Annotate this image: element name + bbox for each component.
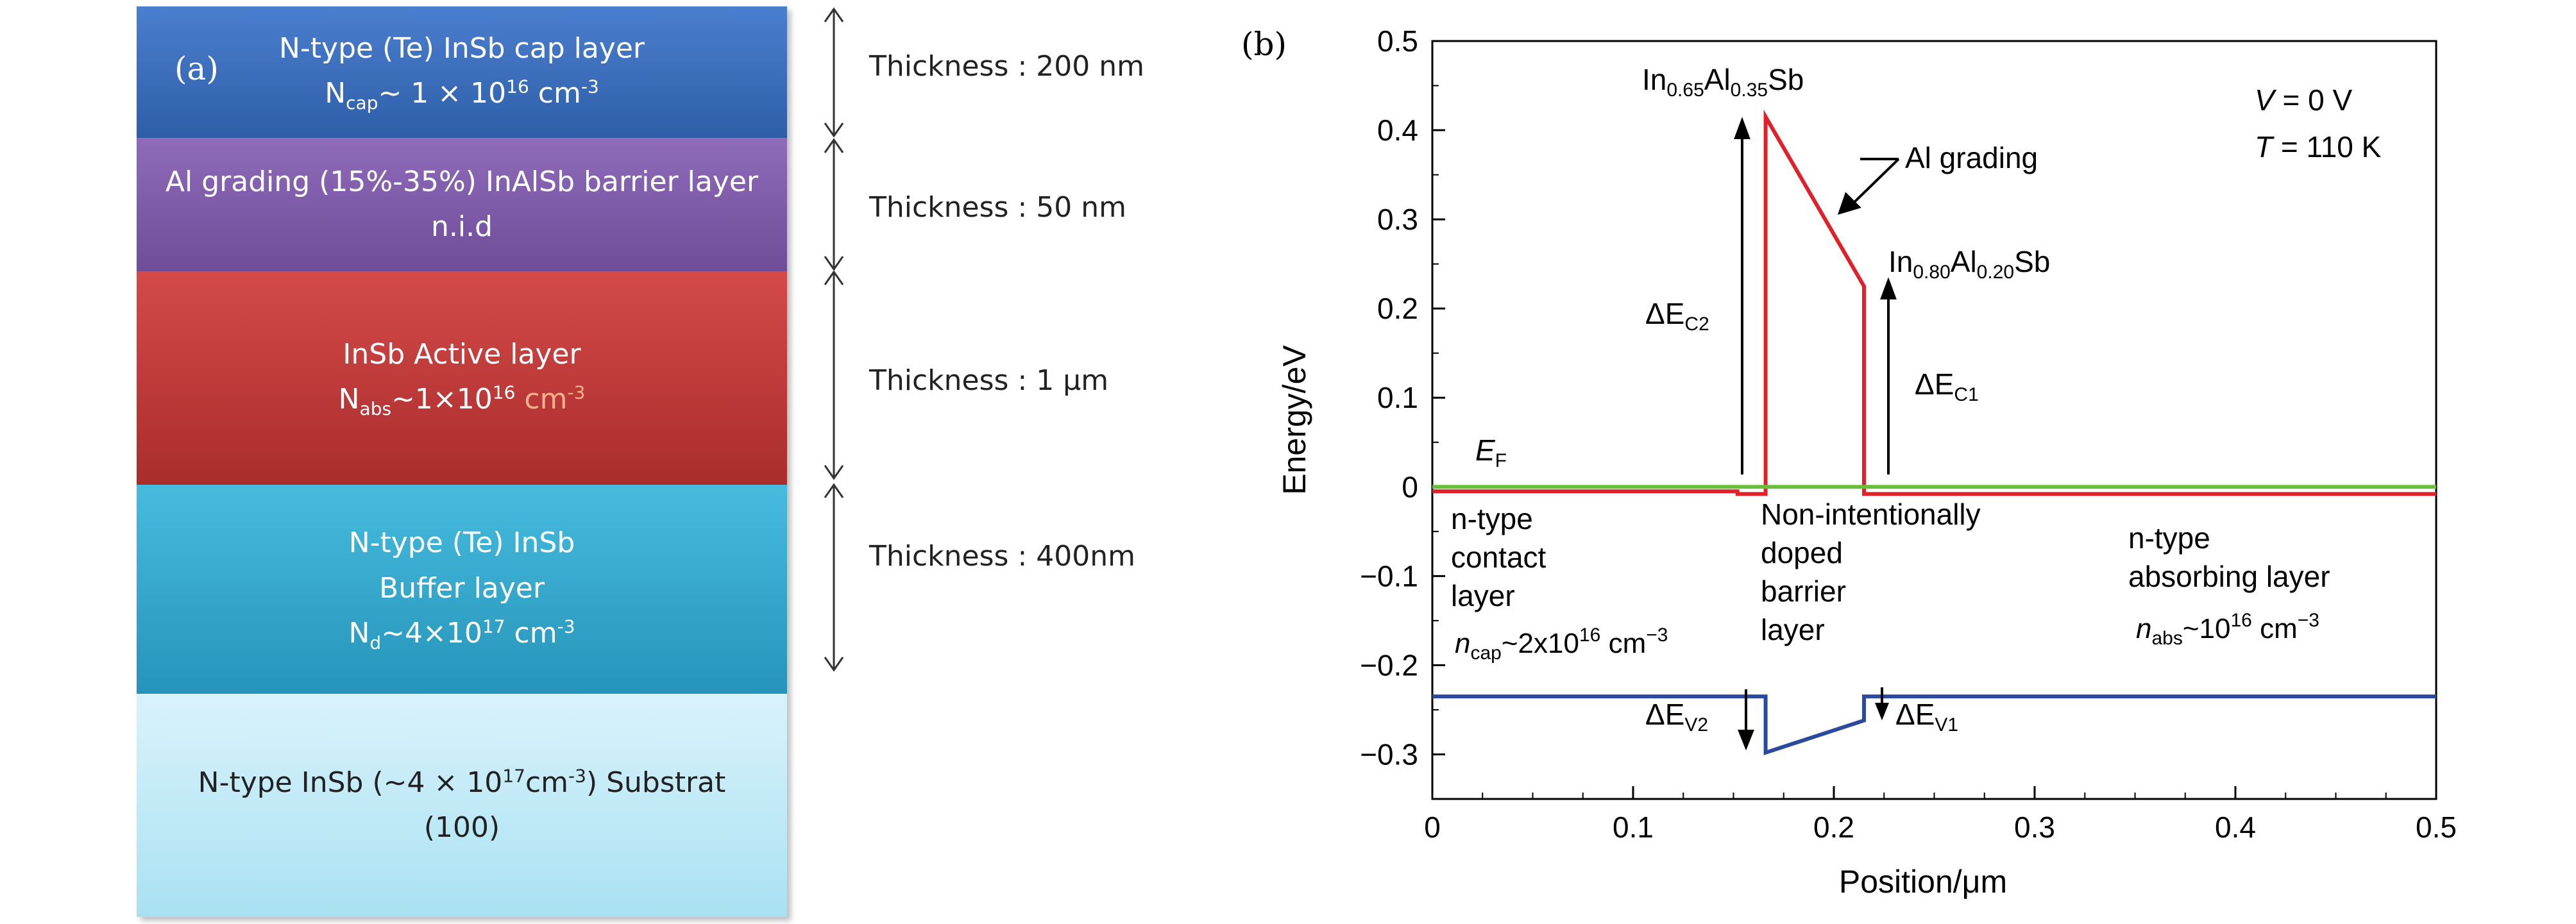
x-axis-label: Position/μm: [1839, 864, 2007, 900]
label-contact-3: layer: [1451, 579, 1515, 612]
barrier-layer-title: Al grading (15%-35%) InAlSb barrier laye…: [165, 165, 759, 198]
delta-ec2-arrowhead: [1734, 117, 1750, 139]
y-tick-label: 0.2: [1377, 292, 1418, 325]
cap-layer-doping: Ncap~ 1 × 1016 cm-3: [325, 76, 599, 114]
buffer-layer-title: N-type (Te) InSb: [348, 526, 575, 560]
axis-ticks: 0 0.1 0.2 0.3 0.4 0.5 0.5 0.4 0.3 0.2 0.1 0 −0.1 −0.2…: [1360, 24, 2457, 844]
label-in080: In0.80Al0.20Sb: [1888, 245, 2050, 283]
al-grading-arrowhead: [1837, 192, 1861, 215]
label-al-grading: Al grading: [1905, 141, 2038, 174]
x-tick-label: 0.1: [1613, 811, 1654, 844]
al-grading-leader: [1851, 158, 1900, 205]
barrier-layer: Al grading (15%-35%) InAlSb barrier laye…: [137, 138, 787, 271]
thickness-arrowhead-buffer-top: [824, 483, 844, 498]
thickness-arrowhead-barrier-bottom: [824, 256, 844, 271]
substrate-orientation: (100): [423, 811, 500, 844]
x-tick-label: 0.5: [2416, 811, 2457, 844]
conduction-band-line: [1432, 110, 2436, 496]
buffer-layer-doping: Nd~4×1017 cm-3: [348, 616, 575, 653]
label-contact-1: n-type: [1451, 502, 1533, 535]
y-tick-label: 0.1: [1377, 381, 1418, 414]
label-in065: In0.65Al0.35Sb: [1642, 63, 1804, 101]
buffer-layer: N-type (Te) InSb Buffer layer Nd~4×1017 …: [137, 485, 787, 694]
thickness-arrowhead-cap-bottom: [824, 122, 844, 138]
label-barrier-2: doped: [1761, 536, 1843, 569]
label-nabs: nabs~1016 cm−3: [2136, 610, 2319, 649]
substrate-layer-title: N-type InSb (~4 × 1017cm-3) Substrat: [198, 764, 726, 799]
y-axis-label: Energy/eV: [1276, 345, 1312, 495]
thickness-arrowhead-barrier-top: [824, 138, 844, 153]
active-layer-doping: Nabs~1×1016 cm-3: [338, 382, 586, 420]
y-tick-label: 0.4: [1377, 113, 1418, 147]
panel-b-label: (b): [1241, 26, 1287, 63]
annotation-arrows: [1734, 117, 1900, 751]
thickness-barrier: Thickness : 50 nm: [869, 191, 1126, 224]
label-barrier-4: layer: [1761, 613, 1825, 646]
layer-stack: N-type (Te) InSb cap layer Ncap~ 1 × 101…: [137, 6, 787, 917]
x-tick-label: 0.2: [1813, 811, 1854, 844]
label-barrier-1: Non-intentionally: [1761, 498, 1981, 531]
active-layer-title: InSb Active layer: [343, 338, 581, 371]
thickness-arrowhead-cap-top: [824, 7, 844, 22]
thickness-cap: Thickness : 200 nm: [869, 50, 1144, 83]
label-ncap: ncap~2x1016 cm−3: [1455, 625, 1668, 664]
label-voltage: V = 0 V: [2255, 83, 2352, 117]
x-tick-label: 0.3: [2014, 811, 2055, 844]
buffer-layer-subtitle: Buffer layer: [379, 571, 545, 605]
label-barrier-3: barrier: [1761, 575, 1846, 608]
panel-a-label: (a): [174, 50, 219, 87]
cap-layer-title: N-type (Te) InSb cap layer: [278, 32, 645, 65]
y-tick-label: −0.1: [1360, 559, 1418, 592]
active-layer: InSb Active layer Nabs~1×1016 cm-3: [137, 271, 787, 485]
panel-a-layer-stack: N-type (Te) InSb cap layer Ncap~ 1 × 101…: [0, 0, 1219, 924]
delta-ec1-arrowhead: [1880, 277, 1897, 299]
x-tick-label: 0: [1424, 811, 1441, 844]
label-temperature: T = 110 K: [2255, 130, 2382, 164]
label-delta-ec1: ΔEC1: [1915, 367, 1979, 405]
label-absorbing-2: absorbing layer: [2128, 560, 2330, 593]
thickness-arrows: [824, 7, 844, 672]
y-tick-label: −0.3: [1360, 737, 1418, 771]
label-fermi: EF: [1475, 433, 1507, 471]
label-contact-2: contact: [1451, 541, 1546, 574]
x-tick-label: 0.4: [2215, 811, 2256, 844]
barrier-layer-doping: n.i.d: [430, 210, 493, 243]
valence-band-line: [1432, 694, 2436, 755]
cap-layer: N-type (Te) InSb cap layer Ncap~ 1 × 101…: [137, 6, 787, 138]
label-delta-ec2: ΔEC2: [1645, 297, 1709, 335]
label-absorbing-1: n-type: [2128, 521, 2210, 555]
delta-ev2-arrowhead: [1738, 730, 1754, 751]
thickness-arrowhead-buffer-bottom: [824, 657, 844, 672]
label-delta-ev2: ΔEV2: [1645, 698, 1708, 735]
delta-ev1-arrowhead: [1875, 703, 1889, 721]
y-tick-label: −0.2: [1360, 648, 1418, 682]
y-tick-label: 0.3: [1377, 203, 1418, 236]
thickness-active: Thickness : 1 μm: [869, 364, 1109, 397]
y-tick-label: 0: [1402, 470, 1418, 503]
label-delta-ev1: ΔEV1: [1895, 698, 1958, 735]
y-tick-label: 0.5: [1377, 24, 1418, 58]
substrate-layer: N-type InSb (~4 × 1017cm-3) Substrat (10…: [137, 694, 787, 917]
series-group: [1432, 110, 2436, 755]
thickness-arrowhead-active-top: [824, 270, 844, 285]
thickness-buffer: Thickness : 400nm: [869, 540, 1135, 573]
thickness-arrowhead-active-bottom: [824, 465, 844, 480]
